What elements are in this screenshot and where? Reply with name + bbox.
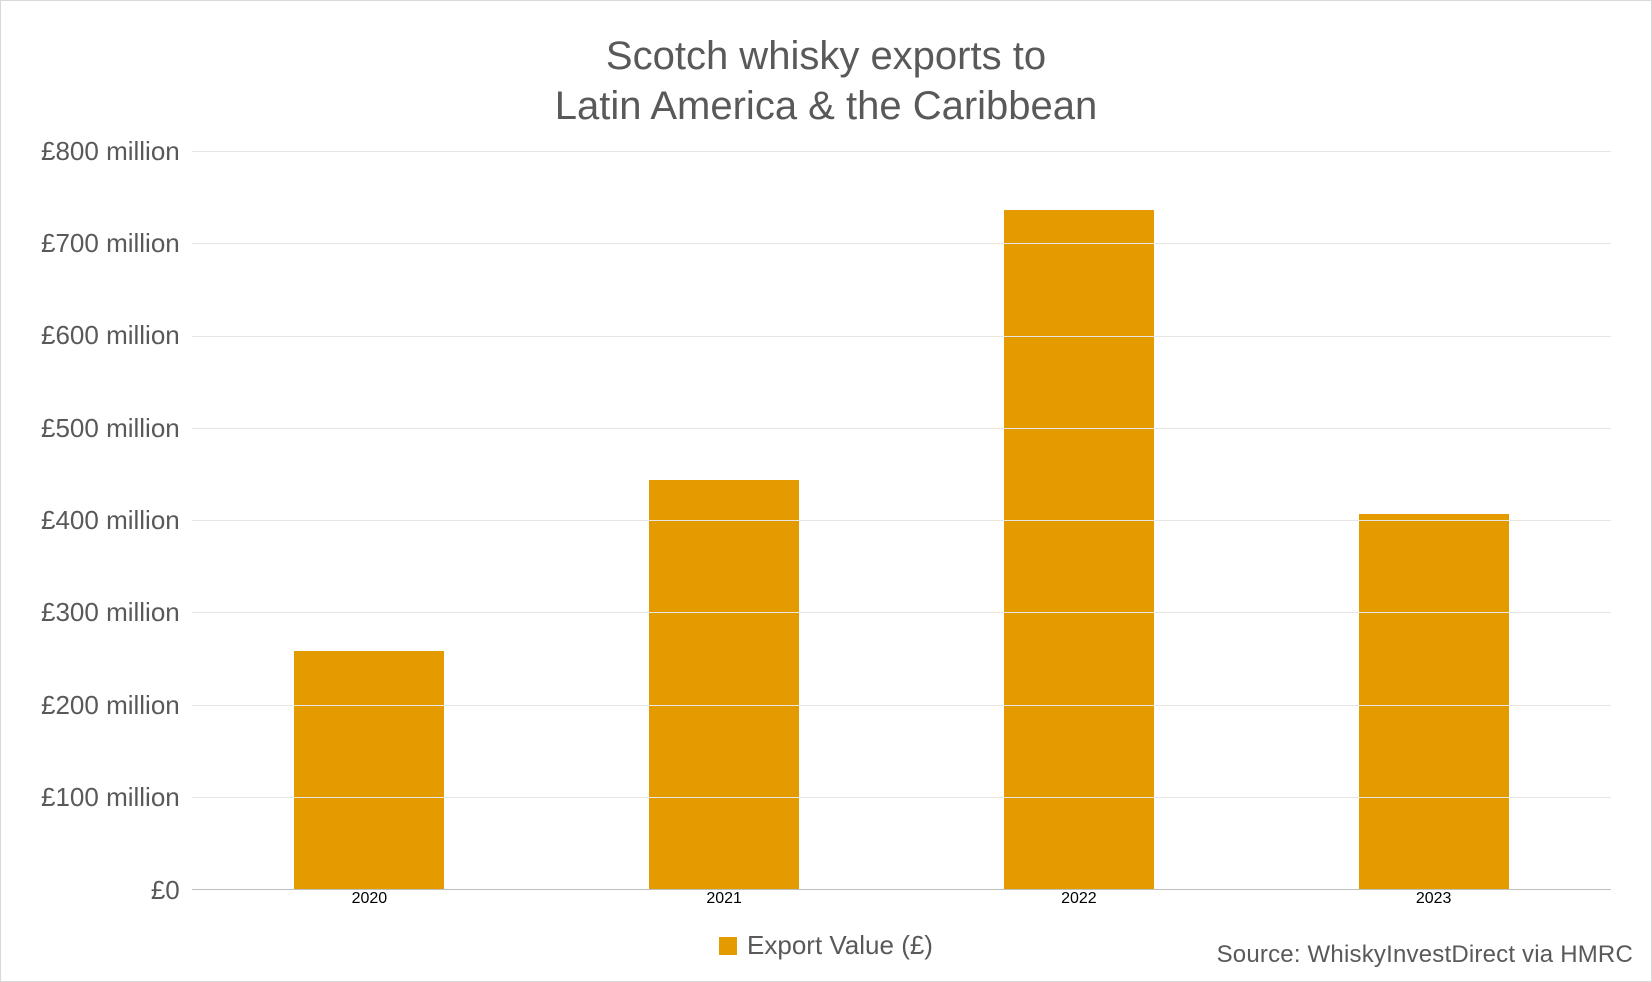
plot-area — [192, 151, 1611, 890]
gridline — [192, 336, 1611, 337]
x-axis: 2020 2021 2022 2023 — [192, 890, 1611, 908]
gridline — [192, 520, 1611, 521]
x-category-label: 2023 — [1416, 890, 1452, 908]
legend-label: Export Value (£) — [747, 930, 933, 961]
chart-frame: Scotch whisky exports to Latin America &… — [0, 0, 1652, 982]
gridline — [192, 612, 1611, 613]
gridline — [192, 428, 1611, 429]
plot-wrap: £800 million£700 million£600 million£500… — [41, 151, 1611, 890]
gridline — [192, 797, 1611, 798]
gridline — [192, 243, 1611, 244]
gridline — [192, 151, 1611, 152]
bar — [649, 480, 799, 889]
chart-title-line2: Latin America & the Caribbean — [555, 84, 1098, 128]
x-axis-wrap: 2020 2021 2022 2023 — [41, 890, 1611, 908]
source-text: Source: WhiskyInvestDirect via HMRC — [1217, 941, 1633, 969]
chart-title: Scotch whisky exports to Latin America &… — [41, 31, 1611, 131]
x-category-label: 2022 — [1061, 890, 1097, 908]
gridline — [192, 705, 1611, 706]
chart-title-line1: Scotch whisky exports to — [606, 34, 1046, 78]
bar — [1359, 514, 1509, 889]
x-category-label: 2020 — [352, 890, 388, 908]
bar — [1004, 210, 1154, 889]
x-category-label: 2021 — [706, 890, 742, 908]
legend-swatch — [719, 937, 737, 955]
bar — [294, 651, 444, 889]
y-axis: £800 million£700 million£600 million£500… — [41, 151, 192, 890]
